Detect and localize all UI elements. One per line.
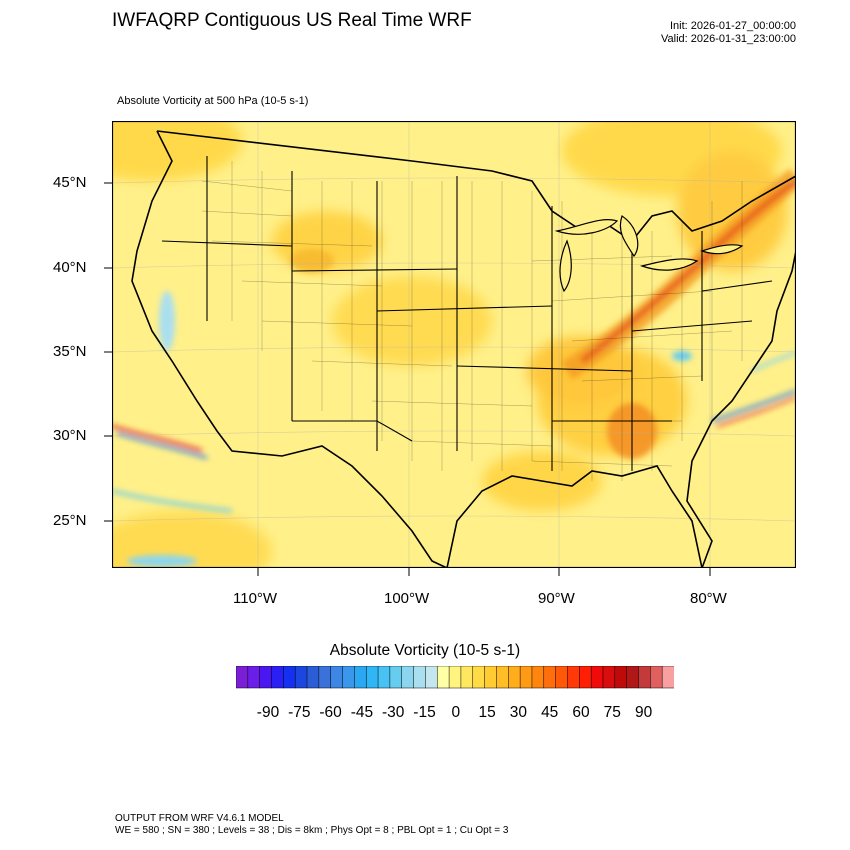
vorticity-field xyxy=(112,121,787,568)
colorbar-swatch xyxy=(365,666,379,689)
colorbar-label: 75 xyxy=(603,704,621,721)
colorbar-title: Absolute Vorticity (10-5 s-1) xyxy=(329,642,521,659)
colorbar-swatch xyxy=(590,666,604,689)
lat-label: 40°N xyxy=(53,259,87,276)
colorbar-label: 15 xyxy=(478,704,496,721)
colorbar-label: 90 xyxy=(634,704,653,721)
colorbar-swatch xyxy=(436,666,450,689)
colorbar-swatch xyxy=(508,666,521,689)
colorbar-swatch xyxy=(496,666,509,689)
colorbar-swatch xyxy=(342,666,355,689)
lat-label: 45°N xyxy=(53,174,87,191)
colorbar-swatch xyxy=(567,666,580,689)
lon-label: 90°W xyxy=(538,590,575,607)
colorbar-swatch xyxy=(236,666,249,689)
colorbar-swatch xyxy=(401,666,415,689)
colorbar-swatch xyxy=(602,666,616,689)
colorbar-swatch xyxy=(579,666,592,689)
colorbar-swatch xyxy=(531,666,545,689)
model-config: WE = 580 ; SN = 380 ; Levels = 38 ; Dis … xyxy=(115,825,509,836)
colorbar-swatch xyxy=(259,666,273,689)
colorbar-swatch xyxy=(413,666,426,689)
colorbar-label: 0 xyxy=(451,704,461,721)
colorbar-swatch xyxy=(661,666,674,689)
model-version: OUTPUT FROM WRF V4.6.1 MODEL xyxy=(115,813,284,824)
colorbar-swatch xyxy=(448,666,462,689)
coastline-borders xyxy=(131,130,796,568)
colorbar-swatch xyxy=(626,666,640,689)
colorbar-label: 45 xyxy=(541,704,559,721)
lat-label: 25°N xyxy=(53,512,87,529)
colorbar-swatch xyxy=(472,666,486,689)
colorbar-label: 60 xyxy=(572,704,590,721)
colorbar-swatch xyxy=(614,666,628,689)
colorbar-swatch xyxy=(555,666,569,689)
great-lakes xyxy=(554,215,744,293)
valid-time: Valid: 2026-01-31_23:00:00 xyxy=(661,33,796,45)
colorbar-swatch xyxy=(306,666,320,689)
colorbar-label: -45 xyxy=(350,704,374,721)
colorbar-label: -15 xyxy=(413,704,436,721)
colorbar-swatch xyxy=(543,666,557,689)
colorbar-swatch xyxy=(294,666,308,689)
colorbar-swatch xyxy=(283,666,296,689)
colorbar-label: -60 xyxy=(319,704,342,721)
colorbar-swatch xyxy=(650,666,663,689)
colorbar-swatch xyxy=(377,666,391,689)
colorbar-label: -30 xyxy=(381,704,405,721)
lat-label: 30°N xyxy=(53,427,87,444)
state-borders xyxy=(161,156,773,471)
colorbar-label: 30 xyxy=(509,704,528,721)
colorbar-swatch xyxy=(318,666,332,689)
lat-label: 35°N xyxy=(53,343,87,360)
colorbar-swatch xyxy=(519,666,533,689)
colorbar-swatch xyxy=(330,666,344,689)
colorbar-swatch xyxy=(247,666,261,689)
negative-vorticity-patches xyxy=(112,291,796,567)
colorbar-swatch xyxy=(484,666,497,689)
vorticity-map xyxy=(112,121,796,568)
colorbar-label: -75 xyxy=(288,704,311,721)
lon-label: 100°W xyxy=(384,590,430,607)
chart-title: IWFAQRP Contiguous US Real Time WRF xyxy=(112,10,472,31)
colorbar-swatch xyxy=(638,666,651,689)
colorbar-swatch xyxy=(460,666,474,689)
lon-label: 110°W xyxy=(233,590,278,607)
colorbar-swatch xyxy=(354,666,367,689)
colorbar-swatch xyxy=(389,666,403,689)
colorbar-swatch xyxy=(425,666,438,689)
run-times: Init: 2026-01-27_00:00:00 Valid: 2026-01… xyxy=(661,20,796,46)
lon-label: 80°W xyxy=(690,590,727,607)
colorbar-swatch xyxy=(271,666,284,689)
init-time: Init: 2026-01-27_00:00:00 xyxy=(670,20,796,32)
colorbar-label: -90 xyxy=(256,704,280,721)
field-label: Absolute Vorticity at 500 hPa (10-5 s-1) xyxy=(117,95,309,107)
colorbar xyxy=(236,666,674,689)
model-footer: OUTPUT FROM WRF V4.6.1 MODEL WE = 580 ; … xyxy=(115,813,508,837)
